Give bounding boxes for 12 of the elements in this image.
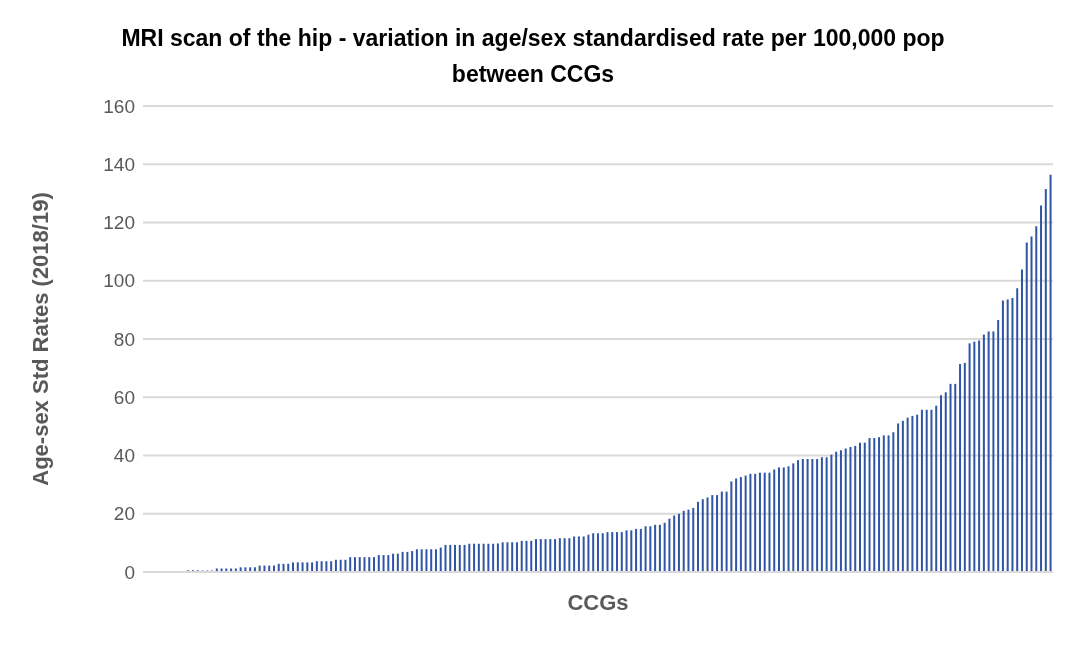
y-tick-label: 80 [113,328,135,350]
y-tick-label: 140 [103,153,135,175]
y-tick-label: 120 [103,212,135,234]
y-tick-label: 0 [124,561,135,583]
y-tick-label: 20 [113,503,135,525]
y-axis-title: Age-sex Std Rates (2018/19) [27,192,53,486]
y-tick-label: 60 [113,386,135,408]
x-axis-title: CCGs [567,590,629,615]
y-tick-label: 160 [103,95,135,117]
y-tick-label: 40 [113,445,135,467]
chart-title: MRI scan of the hip - variation in age/sex standardised rate per 100,000 pop between CCGs [120,24,946,89]
y-tick-label: 100 [103,270,135,292]
